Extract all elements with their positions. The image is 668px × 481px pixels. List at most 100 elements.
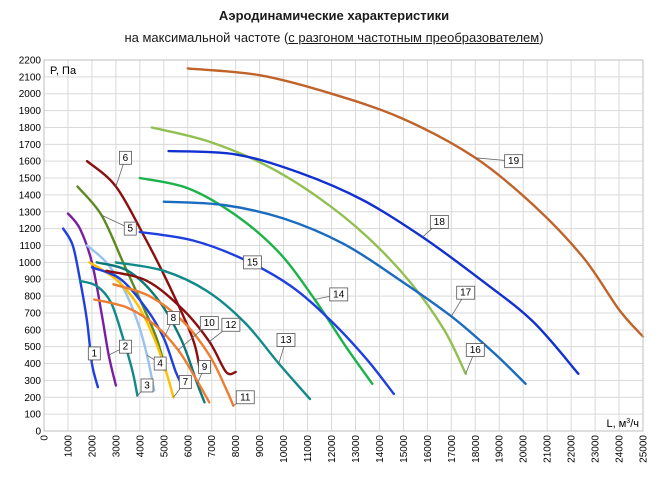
series-curve-14 — [138, 176, 374, 385]
x-tick-label: 24000 — [615, 435, 626, 463]
series-label-14: 14 — [333, 289, 345, 300]
x-tick-label: 4000 — [135, 435, 146, 458]
series-label-5: 5 — [127, 224, 133, 235]
label-box-1 — [87, 346, 101, 361]
series-curve-7 — [88, 261, 175, 399]
label-box-13 — [276, 333, 296, 347]
y-tick-label: 1900 — [19, 106, 42, 117]
series-curve-11 — [112, 283, 235, 407]
subtitle-underlined: с разгоном частотным преобразователем — [288, 30, 540, 45]
subtitle-pre: на максимальной частоте ( — [124, 30, 289, 45]
series-label-18: 18 — [434, 217, 446, 228]
y-tick-label: 0 — [35, 427, 41, 438]
series-curve-17 — [162, 200, 527, 385]
x-tick-label: 23000 — [591, 435, 602, 463]
y-tick-label: 2000 — [19, 89, 42, 100]
series-curve-13 — [114, 261, 312, 401]
x-tick-label: 15000 — [399, 435, 410, 463]
y-tick-label: 1100 — [19, 241, 41, 252]
x-tick-label: 7000 — [207, 435, 218, 458]
series-label-16: 16 — [470, 345, 482, 356]
label-box-5 — [123, 221, 137, 236]
x-tick-label: 9000 — [255, 435, 266, 458]
label-box-14 — [329, 287, 349, 302]
label-box-16 — [465, 343, 485, 357]
series-label-17: 17 — [460, 288, 472, 299]
series-label-10: 10 — [204, 318, 216, 329]
y-tick-label: 200 — [24, 393, 41, 404]
series-label-7: 7 — [183, 377, 189, 388]
x-tick-label: 21000 — [543, 435, 554, 463]
label-box-17 — [456, 285, 476, 300]
y-tick-label: 1300 — [19, 207, 42, 218]
y-axis-label: P, Па — [50, 65, 77, 77]
x-tick-label: 6000 — [183, 435, 194, 458]
label-box-6 — [119, 150, 132, 165]
y-tick-label: 1400 — [19, 190, 42, 201]
y-tick-label: 2100 — [19, 72, 42, 83]
series-label-2: 2 — [123, 342, 129, 353]
plot-frame — [43, 59, 644, 432]
y-tick-label: 1200 — [19, 224, 42, 235]
x-tick-label: 10000 — [279, 435, 290, 463]
label-box-12 — [221, 317, 241, 332]
chart-subtitle: на максимальной частоте (с разгоном част… — [0, 30, 668, 45]
series-curve-16 — [150, 126, 467, 375]
grid — [43, 59, 644, 432]
series-label-19: 19 — [508, 156, 520, 167]
y-tick-label: 500 — [24, 342, 41, 353]
x-tick-label: 14000 — [375, 435, 386, 463]
axes: 0100200300400500600700800900100011001200… — [19, 56, 650, 463]
x-tick-label: 22000 — [567, 435, 578, 463]
series-layer — [62, 67, 645, 407]
x-tick-label: 13000 — [351, 435, 362, 463]
x-tick-label: 12000 — [327, 435, 338, 463]
series-curve-1 — [62, 227, 100, 389]
y-tick-label: 1600 — [19, 157, 42, 168]
label-box-4 — [153, 356, 167, 371]
y-tick-label: 1500 — [19, 174, 42, 185]
x-tick-label: 11000 — [303, 435, 314, 463]
y-tick-label: 100 — [24, 410, 41, 421]
series-label-3: 3 — [144, 380, 150, 391]
y-tick-label: 1700 — [19, 140, 42, 151]
x-tick-label: 8000 — [231, 435, 242, 458]
label-box-7 — [178, 375, 192, 389]
chart-title: Аэродинамические характеристики — [218, 8, 450, 23]
series-curve-18 — [167, 149, 580, 375]
y-tick-label: 700 — [24, 308, 41, 319]
label-box-11 — [235, 390, 255, 405]
series-curve-4 — [85, 244, 156, 392]
subtitle-post: ) — [539, 30, 544, 45]
series-curve-5 — [76, 185, 168, 374]
x-tick-label: 3000 — [111, 435, 122, 458]
series-label-1: 1 — [92, 348, 98, 359]
series-label-6: 6 — [123, 153, 129, 164]
y-tick-label: 900 — [24, 275, 41, 286]
series-curve-12 — [105, 269, 237, 376]
series-label-9: 9 — [202, 362, 208, 373]
series-curve-10 — [93, 298, 211, 404]
label-box-18 — [429, 214, 449, 229]
y-tick-label: 300 — [24, 376, 41, 387]
series-curve-3 — [78, 279, 139, 397]
label-box-3 — [140, 378, 154, 393]
series-label-15: 15 — [247, 257, 259, 268]
series-label-13: 13 — [280, 335, 292, 346]
label-box-19 — [504, 154, 524, 169]
x-tick-label: 25000 — [639, 435, 650, 463]
series-curve-19 — [186, 67, 645, 338]
series-label-8: 8 — [171, 313, 177, 324]
x-axis-label: L, м3/ч — [607, 418, 640, 430]
series-label-11: 11 — [240, 392, 251, 403]
y-tick-label: 600 — [24, 325, 41, 336]
y-tick-label: 2200 — [19, 56, 42, 67]
series-label-12: 12 — [225, 320, 237, 331]
y-tick-label: 400 — [24, 359, 41, 370]
x-tick-label: 5000 — [159, 435, 170, 458]
x-tick-label: 17000 — [447, 435, 458, 463]
x-tick-label: 18000 — [471, 435, 482, 463]
x-tick-label: 19000 — [495, 435, 506, 463]
